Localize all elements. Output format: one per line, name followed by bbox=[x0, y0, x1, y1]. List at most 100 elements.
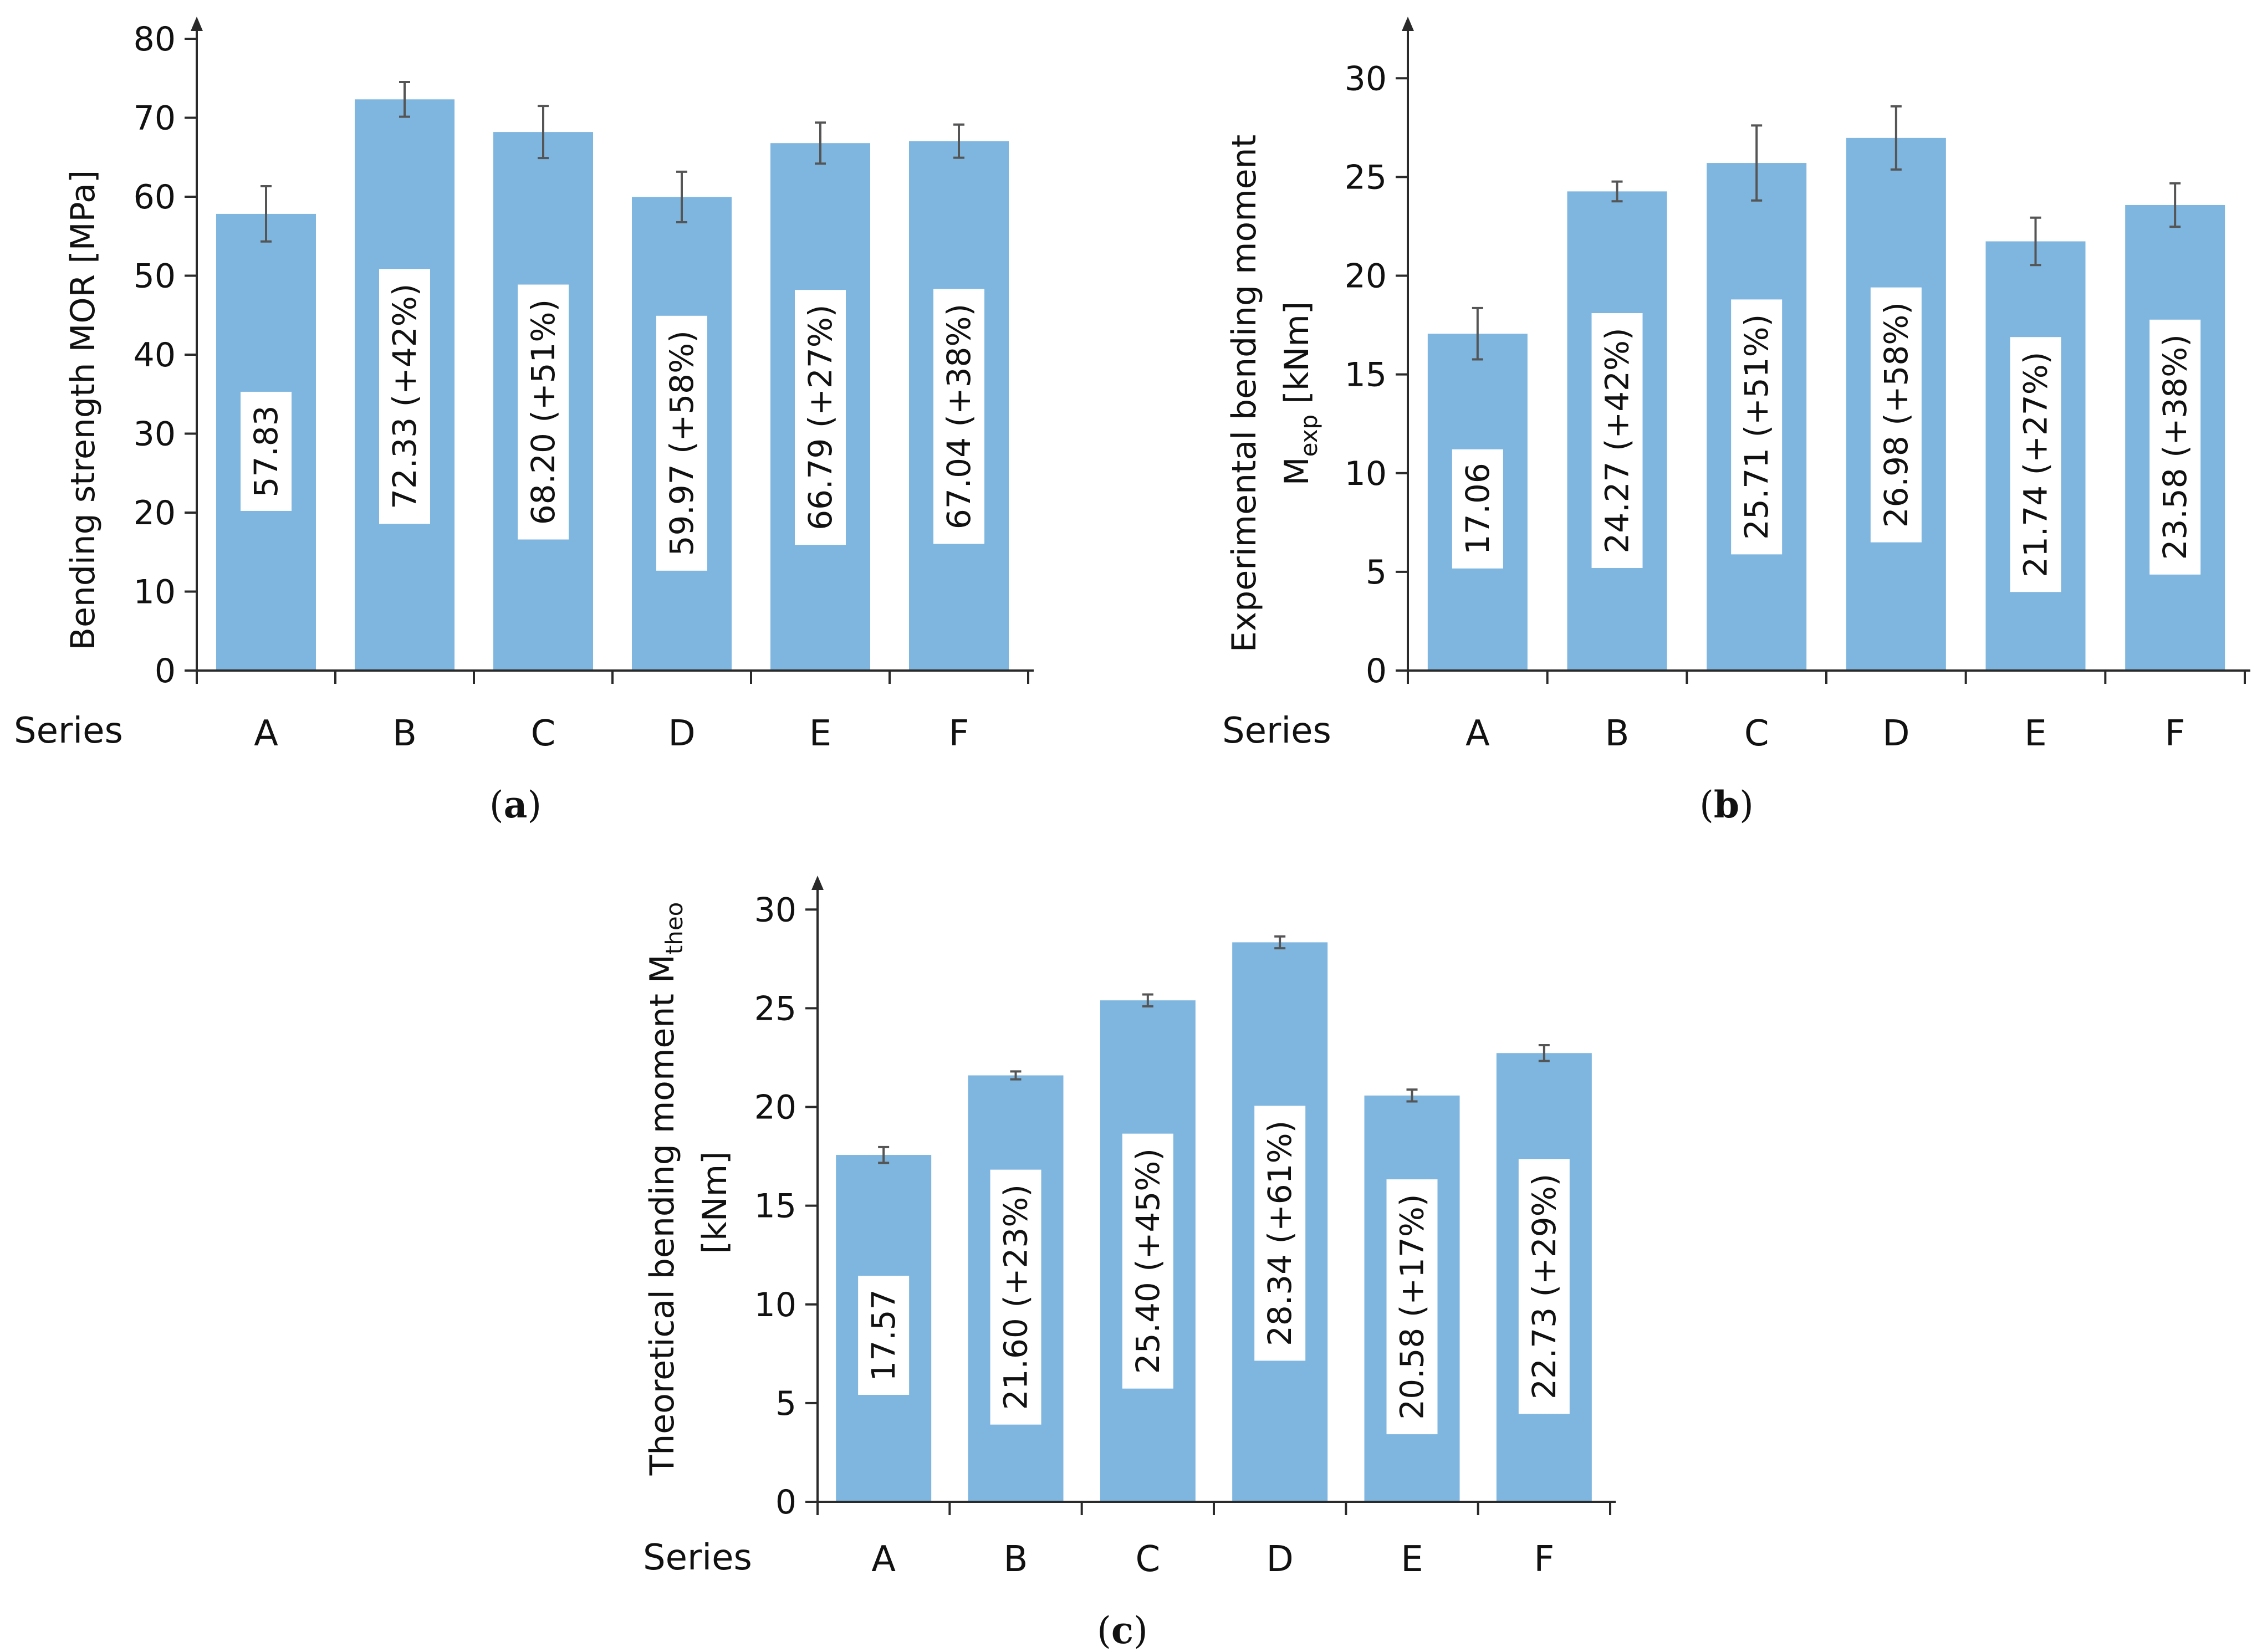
chart-a-bar-label-D: 59.97 (+58%) bbox=[663, 330, 701, 556]
chart-c-bar-label-C: 25.40 (+45%) bbox=[1129, 1148, 1167, 1374]
chart-c-bar-label-group-C: 25.40 (+45%) bbox=[1122, 1133, 1173, 1389]
chart-b-bar-label-C: 25.71 (+51%) bbox=[1738, 314, 1775, 540]
chart-a-y-tick-label-10: 10 bbox=[134, 573, 176, 612]
chart-b-bar-label-group-C: 25.71 (+51%) bbox=[1731, 299, 1783, 555]
chart-c-bar-label-group-A: 17.57 bbox=[858, 1276, 910, 1395]
chart-b-category-B: B bbox=[1605, 713, 1630, 754]
chart-c-bar-label-F: 22.73 (+29%) bbox=[1525, 1174, 1563, 1399]
chart-c-category-D: D bbox=[1267, 1539, 1294, 1580]
chart-b-y-title: Experimental bending moment bbox=[1225, 135, 1264, 652]
chart-b-bar-label-F: 23.58 (+38%) bbox=[2156, 334, 2194, 560]
chart-a-bar-label-group-A: 57.83 bbox=[241, 391, 292, 511]
chart-c-category-C: C bbox=[1135, 1539, 1160, 1580]
chart-b-bar-label-group-F: 23.58 (+38%) bbox=[2149, 319, 2201, 575]
chart-a-y-tick-label-40: 40 bbox=[134, 336, 176, 375]
chart-c-bar-label-E: 20.58 (+17%) bbox=[1393, 1194, 1431, 1419]
chart-c-category-F: F bbox=[1534, 1539, 1554, 1580]
chart-a-category-A: A bbox=[254, 713, 278, 754]
chart-c-bar-label-group-E: 20.58 (+17%) bbox=[1386, 1179, 1438, 1435]
chart-a-y-tick-label-80: 80 bbox=[134, 20, 176, 59]
chart-a-y-title: Bending strength MOR [MPa] bbox=[64, 170, 103, 650]
chart-b-bar-label-E: 21.74 (+27%) bbox=[2017, 352, 2055, 577]
chart-a-bar-label-box-E bbox=[795, 290, 846, 545]
chart-c-y-tick-label-25: 25 bbox=[754, 989, 796, 1028]
chart-b-bar-label-box-A bbox=[1452, 449, 1503, 569]
chart-a: Bending strength MOR [MPa] Series (a) 57… bbox=[14, 17, 1034, 826]
chart-a-bar-label-B: 72.33 (+42%) bbox=[386, 284, 423, 509]
chart-c-y-title-sub: theo bbox=[661, 902, 688, 955]
chart-a-bar-label-group-F: 67.04 (+38%) bbox=[933, 289, 984, 544]
chart-b-y-title-sub: exp bbox=[1295, 415, 1322, 457]
chart-b-series-label: Series bbox=[1222, 710, 1331, 751]
chart-c-y-title-main: Theoretical bending moment M bbox=[643, 954, 682, 1476]
chart-b-bar-label-box-C bbox=[1731, 299, 1783, 555]
chart-b-y-title-unit: [kNm] bbox=[1278, 301, 1316, 415]
chart-b-bar-label-box-F bbox=[2149, 319, 2201, 575]
chart-a-caption: (a) bbox=[489, 783, 542, 826]
chart-c-bar-label-box-F bbox=[1518, 1159, 1570, 1414]
chart-c-y-tick-label-20: 20 bbox=[754, 1088, 796, 1127]
chart-b-bar-label-A: 17.06 bbox=[1459, 463, 1497, 555]
chart-a-y-tick-label-0: 0 bbox=[155, 652, 176, 691]
chart-c-bar-label-box-B bbox=[990, 1169, 1041, 1425]
chart-c-bar-label-group-F: 22.73 (+29%) bbox=[1518, 1159, 1570, 1414]
chart-a-bar-label-C: 68.20 (+51%) bbox=[524, 299, 562, 525]
chart-c-category-B: B bbox=[1004, 1539, 1028, 1580]
chart-b-bar-label-B: 24.27 (+42%) bbox=[1599, 328, 1636, 553]
chart-a-y-tick-label-30: 30 bbox=[134, 415, 176, 454]
chart-b-y-tick-label-25: 25 bbox=[1345, 158, 1387, 197]
chart-a-bar-label-box-B bbox=[379, 269, 430, 524]
chart-c-bar-label-group-D: 28.34 (+61%) bbox=[1254, 1106, 1306, 1361]
chart-a-bar-label-box-C bbox=[518, 284, 569, 540]
chart-c-bar-label-B: 21.60 (+23%) bbox=[997, 1184, 1035, 1410]
chart-b-y-axis-arrow bbox=[1402, 17, 1414, 31]
chart-a-bar-label-F: 67.04 (+38%) bbox=[940, 304, 978, 529]
chart-a-y-tick-label-20: 20 bbox=[134, 494, 176, 533]
chart-a-bar-label-E: 66.79 (+27%) bbox=[801, 305, 839, 530]
chart-a-bar-label-box-F bbox=[933, 289, 984, 544]
chart-b-category-A: A bbox=[1465, 713, 1490, 754]
chart-a-category-D: D bbox=[668, 713, 695, 754]
chart-a-series-label: Series bbox=[14, 710, 123, 751]
chart-c-bar-label-group-B: 21.60 (+23%) bbox=[990, 1169, 1041, 1425]
chart-b-y-title-line2: Mexp [kNm] bbox=[1278, 301, 1322, 485]
chart-b-bar-label-group-B: 24.27 (+42%) bbox=[1591, 313, 1643, 568]
chart-c-y-tick-label-0: 0 bbox=[775, 1483, 796, 1522]
chart-c-bar-label-D: 28.34 (+61%) bbox=[1261, 1121, 1299, 1346]
chart-b-y-tick-label-0: 0 bbox=[1366, 652, 1387, 691]
chart-a-bar-label-A: 57.83 bbox=[247, 405, 285, 497]
chart-a-bar-label-box-D bbox=[656, 315, 707, 571]
chart-a-category-F: F bbox=[949, 713, 969, 754]
chart-b-bar-label-group-D: 26.98 (+58%) bbox=[1870, 287, 1922, 543]
chart-b-bar-label-D: 26.98 (+58%) bbox=[1877, 302, 1915, 528]
chart-c-category-E: E bbox=[1401, 1539, 1423, 1580]
chart-c-y-axis-arrow bbox=[811, 876, 824, 890]
chart-b-y-tick-label-20: 20 bbox=[1345, 257, 1387, 296]
chart-b-y-tick-label-5: 5 bbox=[1366, 553, 1387, 592]
chart-a-category-C: C bbox=[531, 713, 556, 754]
chart-b-bar-label-box-B bbox=[1591, 313, 1643, 568]
chart-a-bar-label-box-A bbox=[241, 391, 292, 511]
chart-c-bar-label-box-D bbox=[1254, 1106, 1306, 1361]
chart-a-bar-label-group-B: 72.33 (+42%) bbox=[379, 269, 430, 524]
chart-b-category-C: C bbox=[1744, 713, 1769, 754]
chart-c-y-tick-label-10: 10 bbox=[754, 1286, 796, 1324]
chart-a-y-axis-arrow bbox=[191, 17, 203, 31]
chart-b-caption-letter: b bbox=[1714, 783, 1739, 826]
chart-b-bar-label-box-E bbox=[2010, 337, 2061, 592]
chart-b-bar-label-group-A: 17.06 bbox=[1452, 449, 1503, 569]
chart-c-bar-label-A: 17.57 bbox=[865, 1290, 902, 1382]
chart-a-caption-letter: a bbox=[504, 783, 528, 826]
chart-a-bar-label-group-D: 59.97 (+58%) bbox=[656, 315, 707, 571]
chart-c-y-tick-label-30: 30 bbox=[754, 891, 796, 929]
chart-a-y-tick-label-60: 60 bbox=[134, 178, 176, 217]
chart-c-y-title-unit: [kNm] bbox=[696, 1152, 734, 1254]
chart-a-bar-label-group-C: 68.20 (+51%) bbox=[518, 284, 569, 540]
chart-a-y-tick-label-50: 50 bbox=[134, 257, 176, 296]
chart-b-y-title-m: M bbox=[1278, 457, 1316, 485]
chart-c-y-title: Theoretical bending moment Mtheo bbox=[643, 902, 688, 1476]
chart-c: Theoretical bending moment Mtheo [kNm] S… bbox=[643, 876, 1616, 1652]
chart-b-bar-label-group-E: 21.74 (+27%) bbox=[2010, 337, 2061, 592]
chart-a-bar-label-group-E: 66.79 (+27%) bbox=[795, 290, 846, 545]
chart-b: Experimental bending moment Mexp [kNm] S… bbox=[1222, 17, 2250, 826]
